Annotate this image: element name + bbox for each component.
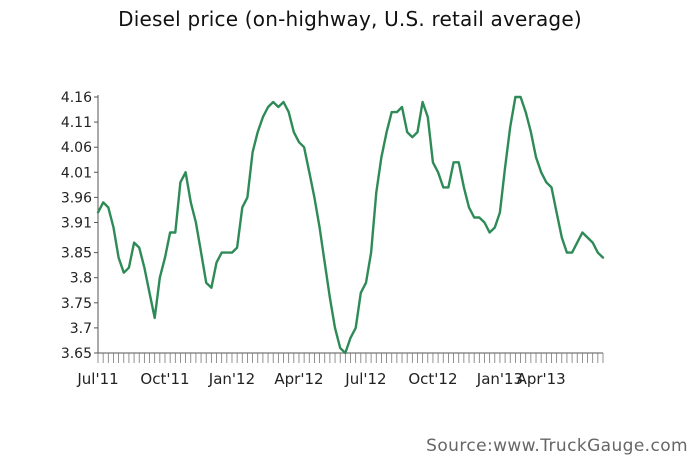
x-tick-label: Apr'12: [274, 370, 323, 388]
x-tick-label: Apr'13: [517, 370, 566, 388]
y-tick-label: 3.91: [61, 215, 92, 231]
x-tick-label: Jan'13: [476, 370, 523, 388]
x-tick-label: Oct'11: [140, 370, 189, 388]
x-tick-label: Oct'12: [408, 370, 457, 388]
y-tick-label: 3.85: [61, 246, 92, 262]
source-note: Source:www.TruckGauge.com: [426, 436, 688, 456]
y-tick-label: 3.96: [61, 190, 92, 206]
x-tick-label: Jul'12: [344, 370, 386, 388]
y-tick-label: 4.06: [61, 140, 92, 156]
series-line: [96, 95, 605, 355]
y-axis-ticks: 3.65 3.7 3.75 3.8 3.85 3.91 3.96 4.01 4.06 4.11 4.…: [61, 90, 98, 362]
y-tick-label: 4.01: [61, 165, 92, 181]
data-series: [96, 95, 605, 355]
y-tick-label: 4.16: [61, 90, 92, 106]
y-tick-label: 3.75: [61, 296, 92, 312]
chart-title: Diesel price (on-highway, U.S. retail av…: [118, 7, 582, 31]
x-tick-label: Jul'11: [76, 370, 118, 388]
x-tick-label: Jan'12: [208, 370, 255, 388]
x-axis-ticks: Jul'11 Oct'11 Jan'12 Apr'12 Jul'12 Oct'12 Jan'…: [76, 353, 604, 388]
y-tick-label: 3.8: [70, 271, 92, 287]
y-tick-label: 3.7: [70, 321, 92, 337]
y-tick-label: 3.65: [61, 346, 92, 362]
y-tick-label: 4.11: [61, 115, 92, 131]
axes: [97, 95, 603, 354]
